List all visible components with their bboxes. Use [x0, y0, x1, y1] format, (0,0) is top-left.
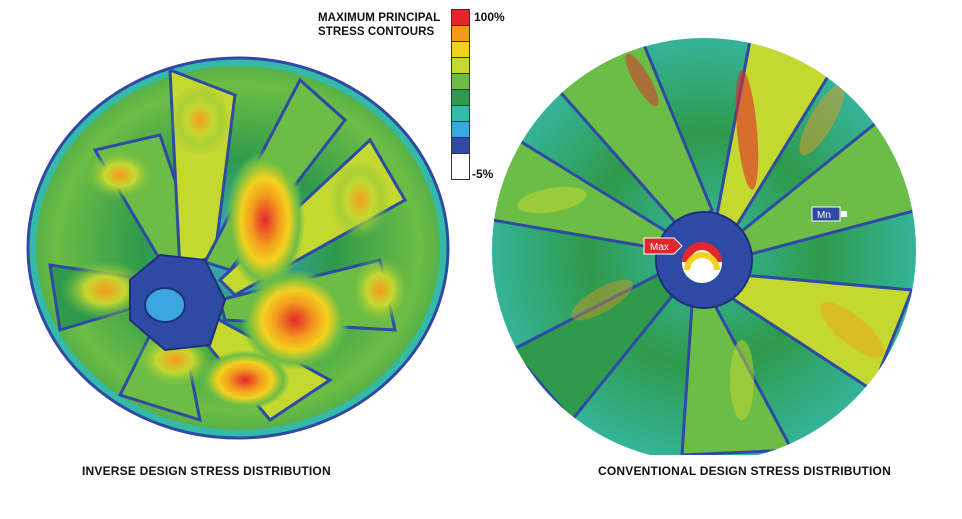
stress-hotspot — [60, 260, 150, 320]
stress-hotspot — [85, 150, 155, 200]
stress-hotspot — [200, 350, 290, 410]
stress-hotspot — [225, 150, 305, 290]
scale-step-green — [452, 74, 469, 90]
conventional-design-impeller: Max Mn — [492, 38, 916, 455]
stress-hotspot — [170, 85, 230, 155]
stress-hotspot — [240, 270, 350, 370]
conventional-design-caption: CONVENTIONAL DESIGN STRESS DISTRIBUTION — [598, 464, 891, 478]
scale-step-orange — [452, 26, 469, 42]
scale-step-teal — [452, 106, 469, 122]
conventional-hub-max-zone — [682, 242, 722, 262]
scale-step-yellow — [452, 42, 469, 58]
conventional-hub-max-zone-edge — [684, 252, 720, 270]
min-tag-label: Mn — [817, 210, 831, 221]
legend-min-label: -5% — [472, 167, 494, 181]
scale-step-white — [452, 154, 469, 170]
scale-step-dark-green — [452, 90, 469, 106]
legend-max-label: 100% — [474, 10, 505, 24]
max-tag-label: Max — [650, 242, 669, 253]
stress-hotspot — [330, 160, 390, 240]
inverse-design-caption: INVERSE DESIGN STRESS DISTRIBUTION — [82, 464, 331, 478]
conventional-stress-streaks — [517, 53, 884, 420]
scale-step-red — [452, 10, 469, 26]
legend-title: MAXIMUM PRINCIPAL STRESS CONTOURS — [318, 12, 441, 38]
scale-step-yellow-green — [452, 58, 469, 74]
stress-hotspot — [350, 255, 410, 325]
conventional-blades — [492, 38, 916, 455]
inverse-hub-bore — [144, 287, 186, 323]
min-stress-marker: Mn — [811, 206, 847, 222]
scale-step-blue — [452, 138, 469, 154]
stress-color-scale — [451, 9, 470, 180]
scale-step-light-blue — [452, 122, 469, 138]
max-stress-marker: Max — [643, 237, 683, 255]
inverse-design-impeller — [26, 56, 450, 440]
